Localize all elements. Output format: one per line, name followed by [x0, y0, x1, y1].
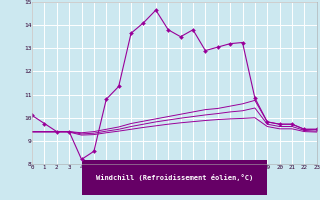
X-axis label: Windchill (Refroidissement éolien,°C): Windchill (Refroidissement éolien,°C) — [96, 174, 253, 181]
